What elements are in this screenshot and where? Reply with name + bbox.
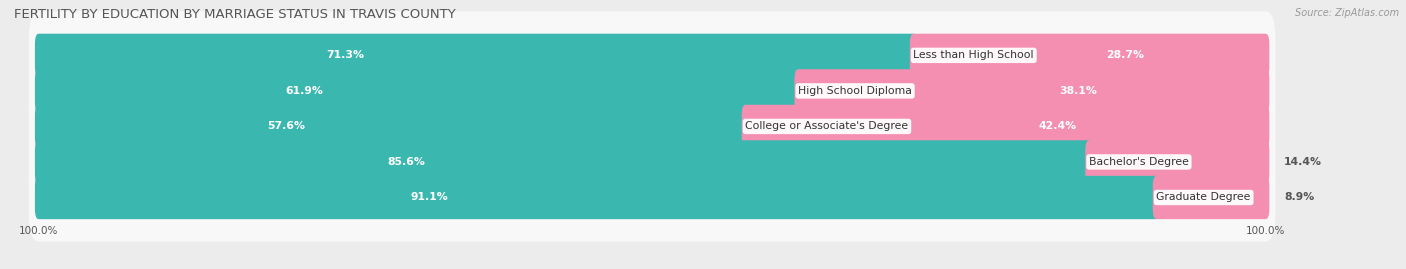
FancyBboxPatch shape	[910, 34, 1270, 77]
FancyBboxPatch shape	[35, 69, 801, 112]
FancyBboxPatch shape	[1085, 140, 1270, 184]
Text: FERTILITY BY EDUCATION BY MARRIAGE STATUS IN TRAVIS COUNTY: FERTILITY BY EDUCATION BY MARRIAGE STATU…	[14, 8, 456, 21]
FancyBboxPatch shape	[35, 140, 1092, 184]
FancyBboxPatch shape	[28, 11, 1275, 100]
FancyBboxPatch shape	[742, 105, 1270, 148]
Text: Graduate Degree: Graduate Degree	[1157, 193, 1251, 203]
Text: 28.7%: 28.7%	[1105, 50, 1144, 60]
FancyBboxPatch shape	[794, 69, 1270, 112]
Text: 38.1%: 38.1%	[1060, 86, 1098, 96]
Text: 91.1%: 91.1%	[411, 193, 449, 203]
Text: 61.9%: 61.9%	[285, 86, 323, 96]
FancyBboxPatch shape	[35, 105, 749, 148]
FancyBboxPatch shape	[28, 82, 1275, 171]
FancyBboxPatch shape	[28, 47, 1275, 135]
Text: Bachelor's Degree: Bachelor's Degree	[1090, 157, 1189, 167]
Text: 71.3%: 71.3%	[326, 50, 364, 60]
FancyBboxPatch shape	[1153, 176, 1270, 219]
Text: 42.4%: 42.4%	[1039, 121, 1077, 132]
FancyBboxPatch shape	[35, 176, 1160, 219]
Text: Less than High School: Less than High School	[914, 50, 1033, 60]
FancyBboxPatch shape	[35, 34, 917, 77]
Text: 14.4%: 14.4%	[1284, 157, 1322, 167]
Text: 57.6%: 57.6%	[267, 121, 305, 132]
Text: College or Associate's Degree: College or Associate's Degree	[745, 121, 908, 132]
FancyBboxPatch shape	[28, 153, 1275, 242]
Text: Source: ZipAtlas.com: Source: ZipAtlas.com	[1295, 8, 1399, 18]
Text: High School Diploma: High School Diploma	[799, 86, 912, 96]
FancyBboxPatch shape	[28, 118, 1275, 206]
Text: 85.6%: 85.6%	[387, 157, 425, 167]
Text: 8.9%: 8.9%	[1284, 193, 1315, 203]
